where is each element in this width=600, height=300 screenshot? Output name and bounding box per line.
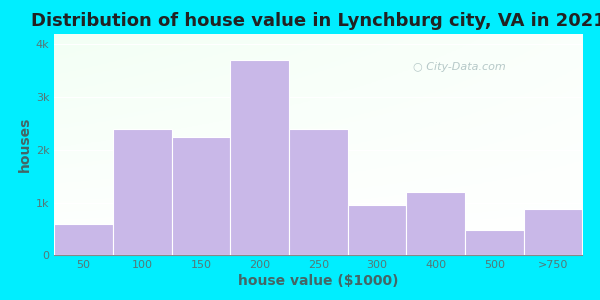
Bar: [347, 205, 406, 255]
Title: Distribution of house value in Lynchburg city, VA in 2021: Distribution of house value in Lynchburg…: [31, 12, 600, 30]
Text: ○ City-Data.com: ○ City-Data.com: [413, 62, 506, 72]
Bar: [524, 209, 583, 255]
X-axis label: house value ($1000): house value ($1000): [238, 274, 398, 288]
Y-axis label: houses: houses: [17, 117, 32, 172]
Bar: [54, 224, 113, 255]
Bar: [406, 192, 465, 255]
Bar: [113, 129, 172, 255]
Bar: [172, 137, 230, 255]
Bar: [289, 129, 347, 255]
Bar: [465, 230, 524, 255]
Bar: [230, 60, 289, 255]
